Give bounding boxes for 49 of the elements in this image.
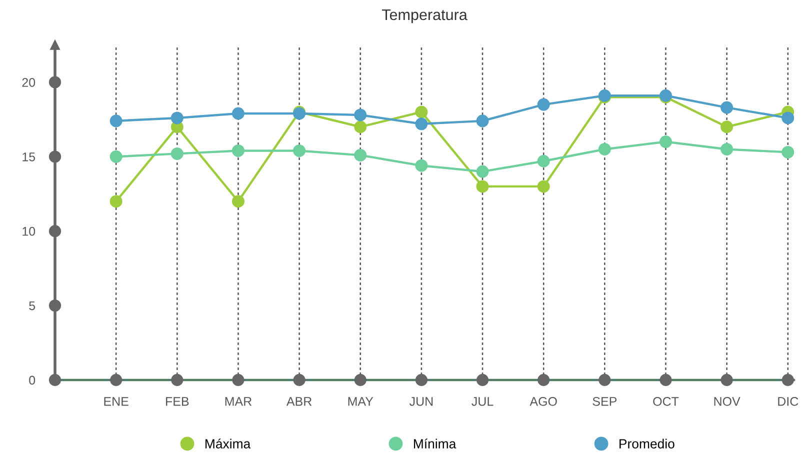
- y-tick-label: 0: [29, 376, 36, 385]
- x-tick-label: ENE: [104, 397, 128, 406]
- point: [232, 107, 244, 120]
- point: [782, 112, 794, 124]
- x-tick-label: FEB: [166, 397, 189, 406]
- point: [354, 148, 367, 162]
- point: [598, 142, 611, 156]
- x-tick-label: JUN: [409, 397, 433, 406]
- x-tick-label: MAR: [225, 397, 252, 406]
- point: [415, 118, 428, 130]
- point: [720, 101, 734, 114]
- point: [354, 120, 367, 134]
- x-tick-label: JUL: [472, 397, 494, 406]
- x-tick-label: NOV: [714, 396, 740, 406]
- point: [537, 154, 550, 168]
- chart-title: Temperatura: [382, 9, 468, 24]
- x-tick-label: ABR: [286, 397, 312, 406]
- point: [659, 136, 672, 148]
- point: [720, 142, 734, 156]
- point: [293, 144, 306, 157]
- point: [782, 146, 794, 158]
- point: [110, 195, 122, 208]
- point: [476, 114, 489, 128]
- y-tick-label: 5: [29, 301, 36, 310]
- point: [537, 180, 550, 193]
- x-tick-label: OCT: [653, 396, 679, 406]
- y-tick-label: 20: [22, 78, 36, 87]
- point: [354, 108, 367, 122]
- y-tick-label: 15: [22, 152, 36, 162]
- x-tick-label: AGO: [530, 396, 557, 406]
- point: [476, 165, 489, 178]
- y-tick-label: 10: [22, 226, 36, 236]
- point: [170, 147, 184, 160]
- x-tick-label: DIC: [778, 396, 798, 406]
- point: [537, 98, 550, 111]
- point: [110, 150, 122, 163]
- point: [170, 112, 184, 124]
- point: [476, 180, 489, 193]
- legend-label: Promedio: [620, 438, 674, 448]
- point: [232, 195, 244, 208]
- x-tick-label: MAY: [348, 397, 374, 406]
- point: [415, 106, 428, 118]
- legend-label: Máxima: [206, 438, 251, 448]
- point: [110, 114, 122, 128]
- point: [720, 120, 734, 134]
- point: [415, 159, 428, 172]
- x-tick-label: SEP: [592, 396, 617, 406]
- legend-label: Mínima: [414, 438, 456, 448]
- point: [232, 144, 244, 157]
